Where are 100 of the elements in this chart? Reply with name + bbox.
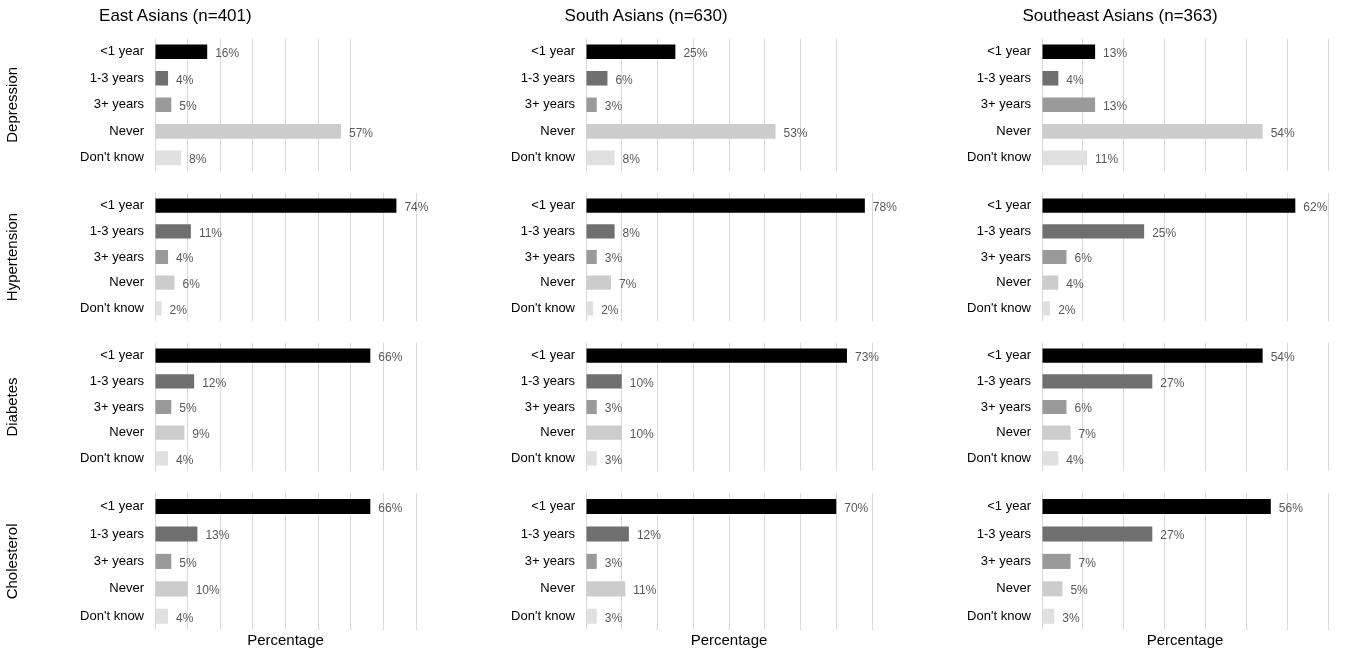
bar [1042,198,1296,213]
bar [586,97,597,113]
bar [1042,399,1067,415]
y-tick-label: 3+ years [93,398,145,414]
data-label: 13% [1103,99,1128,114]
y-axis-title: Depression [3,66,21,143]
y-tick-label: Never [996,580,1032,596]
y-tick-label: <1 year [987,498,1032,514]
data-label: 5% [179,99,197,114]
data-label: 56% [1278,500,1304,515]
y-tick-label: Don't know [967,607,1032,623]
data-label: 10% [195,583,220,598]
data-label: 2% [601,302,619,317]
y-tick-label: <1 year [100,197,145,213]
bar [155,581,188,597]
y-tick-label: <1 year [531,498,576,514]
bar [155,44,208,59]
data-label: 3% [604,251,623,266]
bar [155,374,195,389]
y-tick-label: 1-3 years [976,372,1032,388]
bar [586,498,837,515]
y-tick-label: Never [540,580,576,596]
bar [1042,44,1096,59]
bar [586,44,676,59]
y-axis-title: Hypertension [3,212,21,302]
data-label: 74% [404,199,429,214]
bar [1042,348,1263,363]
bar [155,425,185,440]
y-tick-label: 1-3 years [976,525,1032,541]
data-label: 4% [176,72,194,87]
data-label: 66% [378,349,403,364]
data-label: 54% [1270,349,1295,364]
y-tick-label: Don't know [80,607,145,623]
y-tick-label: Never [109,274,145,290]
data-label: 6% [615,72,634,87]
y-tick-label: 1-3 years [976,69,1032,85]
bar [155,124,341,139]
bar [155,498,371,515]
data-label: 2% [1058,302,1076,317]
y-tick-label: 3+ years [93,552,145,568]
data-label: 13% [205,528,230,543]
bar [1042,498,1271,515]
data-label: 10% [629,426,655,441]
x-axis-title: Percentage [247,631,324,649]
y-axis-title: Cholesterol [3,523,21,600]
data-label: 27% [1160,375,1185,390]
y-tick-label: <1 year [987,197,1032,213]
bar [1042,124,1263,139]
bar [1042,526,1153,542]
data-label: 4% [1066,452,1085,467]
bar [155,198,397,213]
y-tick-label: 3+ years [524,96,576,112]
bar [1042,425,1071,440]
bar [155,224,191,239]
data-label: 53% [783,125,808,140]
chart-title: South Asians (n=630) [564,5,728,25]
data-label: 4% [1066,276,1085,291]
bar [1042,581,1063,597]
chart-title: East Asians (n=401) [99,5,252,25]
bar [155,97,172,113]
y-tick-label: <1 year [100,347,145,363]
data-label: 2% [169,302,188,317]
y-tick-label: 1-3 years [520,69,576,85]
y-tick-label: 1-3 years [520,372,576,388]
bar [1042,97,1096,113]
data-label: 6% [1074,401,1093,416]
data-label: 11% [1094,152,1119,167]
data-label: 10% [629,375,655,390]
y-tick-label: <1 year [100,43,145,59]
bar [1042,249,1067,265]
y-tick-label: Don't know [80,299,145,315]
data-label: 13% [1103,45,1128,60]
y-tick-label: Don't know [511,607,576,623]
bar [155,526,198,542]
y-tick-label: Don't know [967,299,1032,315]
data-label: 78% [872,199,898,214]
y-tick-label: Never [540,122,576,138]
data-label: 73% [854,349,880,364]
bar [1042,70,1059,86]
data-label: 12% [636,528,662,543]
data-label: 62% [1303,199,1328,214]
bar [1042,275,1059,290]
bar [155,249,169,265]
data-label: 9% [192,426,211,441]
data-label: 3% [604,452,623,467]
data-label: 8% [622,152,641,167]
y-tick-label: 3+ years [980,96,1032,112]
bar [586,70,608,86]
bar [155,275,175,290]
y-tick-label: <1 year [100,498,145,514]
data-label: 6% [1074,251,1093,266]
bar [586,249,597,265]
y-tick-label: 1-3 years [89,69,145,85]
data-label: 12% [202,375,227,390]
y-tick-label: 1-3 years [89,222,145,238]
data-label: 11% [633,583,657,598]
y-tick-label: 3+ years [980,398,1032,414]
y-tick-label: 1-3 years [520,525,576,541]
data-label: 5% [1070,583,1089,598]
data-label: 66% [378,500,403,515]
